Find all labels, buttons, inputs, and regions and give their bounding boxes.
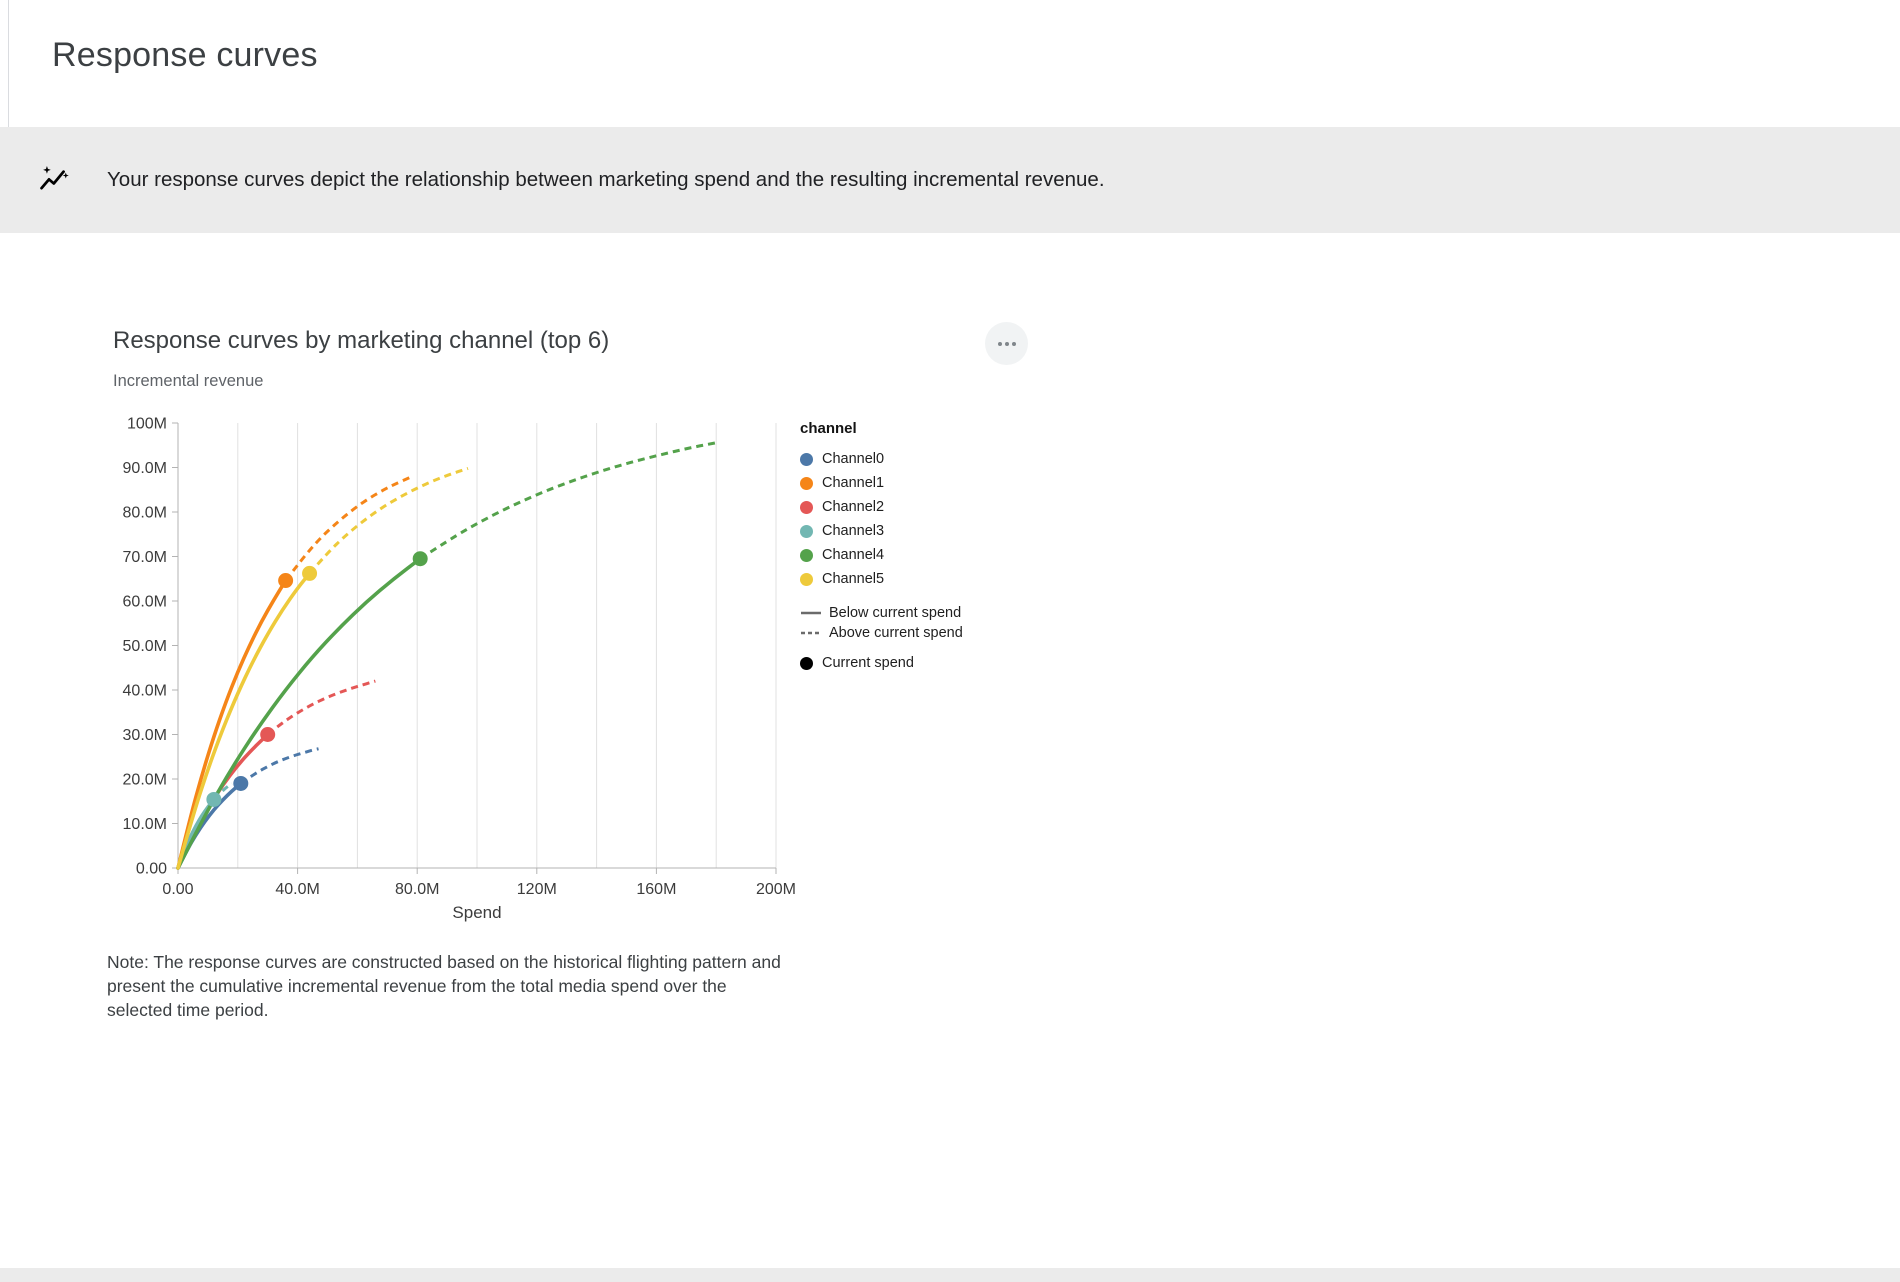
legend-label: Below current spend	[829, 605, 962, 621]
legend-label: Channel2	[822, 499, 885, 515]
legend-color-dot	[800, 476, 813, 490]
svg-text:20.0M: 20.0M	[123, 772, 167, 789]
legend-channel-items: Channel0 Channel1 Channel2 Channel3 Channel4…	[800, 447, 963, 591]
svg-text:80.0M: 80.0M	[123, 505, 167, 522]
svg-text:120M: 120M	[517, 881, 557, 898]
legend-item-channel4: Channel4	[800, 543, 963, 567]
dashed-line-swatch	[801, 631, 821, 635]
svg-text:0.00: 0.00	[162, 881, 193, 898]
svg-text:Spend: Spend	[452, 903, 501, 922]
svg-text:40.0M: 40.0M	[123, 683, 167, 700]
legend-item-channel1: Channel1	[800, 471, 963, 495]
legend-label: Above current spend	[829, 625, 963, 641]
legend-label: Channel4	[822, 547, 885, 563]
legend-label: Channel3	[822, 523, 885, 539]
legend-item-channel2: Channel2	[800, 495, 963, 519]
svg-text:0.00: 0.00	[136, 861, 167, 878]
response-curves-chart: 0.00 10.0M 20.0M 30.0M 40.0M 50.0M 60.0M 70.0M 8…	[123, 416, 796, 923]
legend-color-dot	[800, 524, 813, 538]
legend-label: Channel5	[822, 571, 885, 587]
legend-color-dot	[800, 500, 813, 514]
legend-item-channel5: Channel5	[800, 567, 963, 591]
svg-text:70.0M: 70.0M	[123, 549, 167, 566]
legend-linestyle-items: Below current spend Above current spend	[800, 603, 963, 643]
legend-label: Channel0	[822, 451, 885, 467]
svg-text:60.0M: 60.0M	[123, 594, 167, 611]
insights-sparkline-icon	[38, 163, 71, 196]
chart-legend: channel Channel0 Channel1 Channel2 Channel3…	[800, 420, 963, 675]
svg-text:90.0M: 90.0M	[123, 460, 167, 477]
legend-color-dot	[800, 548, 813, 562]
solid-line-swatch	[801, 611, 821, 615]
legend-linestyle-solid: Below current spend	[800, 603, 963, 623]
chart-note: Note: The response curves are constructe…	[107, 952, 781, 1021]
page-title: Response curves	[52, 36, 318, 74]
legend-title: channel	[800, 420, 857, 437]
svg-text:50.0M: 50.0M	[123, 638, 167, 655]
legend-item-channel0: Channel0	[800, 447, 963, 471]
svg-text:200M: 200M	[756, 881, 796, 898]
legend-color-dot	[800, 452, 813, 466]
more-options-button[interactable]	[985, 322, 1028, 365]
bottom-section-edge	[0, 1268, 1900, 1282]
banner-text: Your response curves depict the relation…	[107, 168, 1105, 191]
current-spend-dot	[800, 656, 813, 670]
legend-color-dot	[800, 572, 813, 586]
legend-linestyle-dashed: Above current spend	[800, 623, 963, 643]
svg-text:40.0M: 40.0M	[275, 881, 319, 898]
chart-title: Response curves by marketing channel (to…	[113, 327, 610, 354]
svg-text:10.0M: 10.0M	[123, 816, 167, 833]
svg-text:100M: 100M	[127, 416, 167, 433]
svg-text:30.0M: 30.0M	[123, 727, 167, 744]
left-edge-divider	[8, 0, 9, 127]
legend-item-channel3: Channel3	[800, 519, 963, 543]
more-options-icon	[997, 341, 1002, 346]
y-axis-title: Incremental revenue	[113, 372, 264, 390]
svg-text:160M: 160M	[636, 881, 676, 898]
legend-current-spend-item: Current spend	[800, 651, 963, 675]
svg-text:80.0M: 80.0M	[395, 881, 439, 898]
info-banner: Your response curves depict the relation…	[0, 127, 1900, 233]
legend-label: Current spend	[822, 655, 914, 671]
legend-label: Channel1	[822, 475, 885, 491]
